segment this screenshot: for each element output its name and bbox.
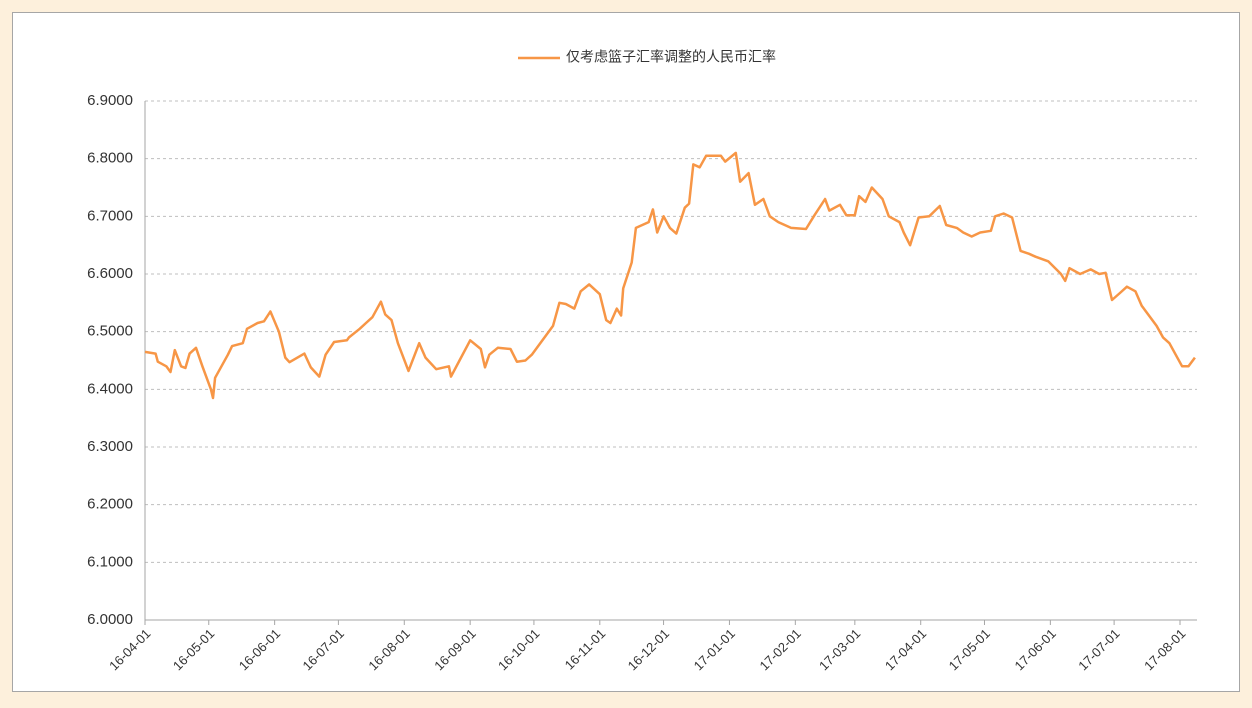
y-tick-label: 6.2000 (87, 496, 133, 513)
y-tick-label: 6.9000 (87, 92, 133, 109)
series-line (144, 151, 1196, 400)
chart-panel (12, 12, 1240, 692)
y-tick-label: 6.0000 (87, 611, 133, 628)
y-tick-label: 6.4000 (87, 380, 133, 397)
y-tick-label: 6.5000 (87, 323, 133, 340)
y-tick-label: 6.1000 (87, 553, 133, 570)
y-tick-label: 6.3000 (87, 438, 133, 455)
y-tick-label: 6.7000 (87, 207, 133, 224)
legend-label: 仅考虑篮子汇率调整的人民币汇率 (566, 49, 776, 65)
y-tick-label: 6.8000 (87, 150, 133, 167)
y-tick-label: 6.6000 (87, 265, 133, 282)
